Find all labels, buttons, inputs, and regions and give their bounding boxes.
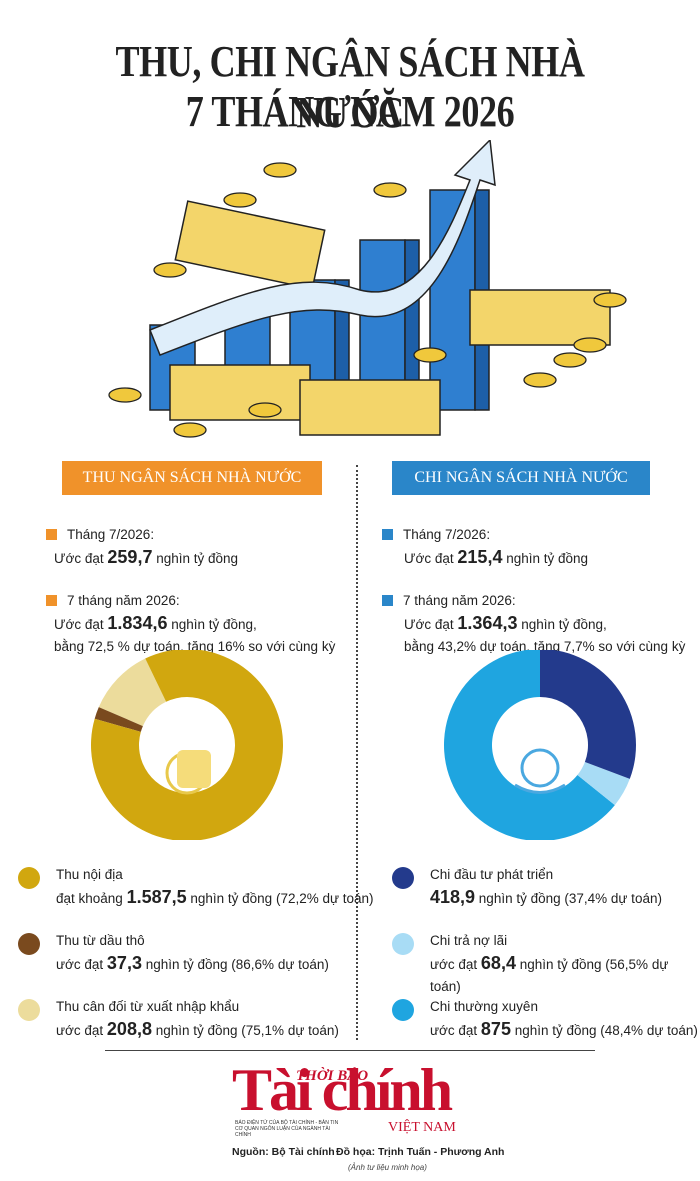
donut-segment [444, 650, 615, 840]
title-line: THU, CHI NGÂN SÁCH NHÀ NƯỚC [115, 37, 585, 137]
breakdown-name: Chi đầu tư phát triển [430, 867, 554, 882]
breakdown-item: Thu nội địa đạt khoảng 1.587,5 nghìn tỷ đ… [18, 864, 374, 910]
breakdown-line: ước đạt 875 nghìn tỷ đồng (48,4% dự toán… [430, 1018, 698, 1042]
text: nghìn tỷ đồng, [167, 617, 257, 632]
section-heading: CHI NGÂN SÁCH NHÀ NƯỚC [392, 461, 650, 495]
breakdown-name: Chi thường xuyên [430, 999, 538, 1014]
donut-charts [91, 650, 636, 840]
breakdown-value: 208,8 [106, 1019, 152, 1039]
breakdown-line: ước đạt 68,4 nghìn tỷ đồng (56,5% dự toá… [430, 952, 700, 998]
text: ước đạt [430, 1023, 481, 1038]
breakdown-item: Chi đầu tư phát triển 418,9 nghìn tỷ đồng… [392, 864, 662, 910]
fact-label: 7 tháng năm 2026: [67, 593, 180, 608]
text: nghìn tỷ đồng (86,6% dự toán) [141, 957, 329, 972]
fact-value: 259,7 [107, 547, 153, 567]
legend-dot [392, 933, 414, 955]
bullet [382, 529, 393, 540]
breakdown-item: Thu từ dầu thô ước đạt 37,3 nghìn tỷ đồng… [18, 930, 329, 976]
logo-note: BÁO ĐIỆN TỬ CỦA BỘ TÀI CHÍNH - BẢN TIN C… [235, 1120, 339, 1138]
fact: 7 tháng năm 2026: Ước đạt 1.834,6 nghìn … [46, 590, 335, 658]
donut-segment [540, 650, 636, 779]
breakdown-value: 875 [480, 1019, 511, 1039]
donut-segment [91, 650, 283, 840]
text: nghìn tỷ đồng (37,4% dự toán) [475, 891, 662, 906]
fact-value: 1.364,3 [457, 613, 518, 633]
legend-dot [18, 933, 40, 955]
donut-segment [577, 761, 630, 806]
breakdown-name: Thu cân đối từ xuất nhập khẩu [56, 999, 240, 1014]
legend-dot [18, 867, 40, 889]
photo-note: (Ảnh tư liệu minh họa) [348, 1163, 427, 1172]
text: ước đạt [430, 957, 481, 972]
fact: Tháng 7/2026: Ước đạt 259,7 nghìn tỷ đồn… [46, 524, 238, 570]
fact-label: Tháng 7/2026: [403, 527, 491, 542]
fact-label: Tháng 7/2026: [67, 527, 155, 542]
breakdown-line: 418,9 nghìn tỷ đồng (37,4% dự toán) [430, 886, 662, 910]
breakdown-value: 68,4 [480, 953, 516, 973]
breakdown-value: 1.587,5 [126, 887, 187, 907]
breakdown-value: 37,3 [106, 953, 142, 973]
fact-value: 1.834,6 [107, 613, 168, 633]
text: nghìn tỷ đồng (56,5% dự toán) [430, 957, 669, 994]
bullet [46, 529, 57, 540]
legend-dot [392, 999, 414, 1021]
text: đạt khoảng [56, 891, 127, 906]
text: ước đạt [56, 957, 107, 972]
text: Ước đạt [404, 551, 458, 566]
text: nghìn tỷ đồng (72,2% dự toán) [186, 891, 374, 906]
footer-rule [105, 1050, 595, 1051]
fact-note: bằng 72,5 % dự toán, tăng 16% so với cùn… [54, 639, 336, 654]
donut-segment [94, 707, 143, 732]
section-heading: THU NGÂN SÁCH NHÀ NƯỚC [62, 461, 322, 495]
text: nghìn tỷ đồng (48,4% dự toán) [510, 1023, 698, 1038]
legend-dot [18, 999, 40, 1021]
text: Ước đạt [404, 617, 458, 632]
text: nghìn tỷ đồng [152, 551, 239, 566]
text: Ước đạt [54, 551, 108, 566]
text: ước đạt [56, 1023, 107, 1038]
fact-note: bằng 43,2% dự toán, tăng 7,7% so với cùn… [404, 639, 686, 654]
fact-value: 215,4 [457, 547, 503, 567]
logo: Tài chính [232, 1057, 453, 1123]
breakdown-name: Chi trả nợ lãi [430, 933, 508, 948]
breakdown-item: Chi thường xuyên ước đạt 875 nghìn tỷ đồn… [392, 996, 698, 1042]
text: nghìn tỷ đồng (75,1% dự toán) [151, 1023, 339, 1038]
credit: Đồ họa: Trịnh Tuấn - Phương Anh [336, 1146, 505, 1158]
breakdown-name: Thu nội địa [56, 867, 123, 882]
donut-segment [98, 658, 167, 727]
breakdown-item: Thu cân đối từ xuất nhập khẩu ước đạt 208… [18, 996, 339, 1042]
breakdown-line: ước đạt 208,8 nghìn tỷ đồng (75,1% dự to… [56, 1018, 339, 1042]
logo-sub: VIỆT NAM [388, 1120, 456, 1135]
bullet [46, 595, 57, 606]
source: Nguồn: Bộ Tài chính [232, 1146, 335, 1158]
breakdown-value: 418,9 [430, 887, 476, 907]
breakdown-name: Thu từ dầu thô [56, 933, 145, 948]
text: nghìn tỷ đồng [502, 551, 589, 566]
bullet [382, 595, 393, 606]
title-line: 7 THÁNG NĂM 2026 [185, 87, 515, 136]
fact: Tháng 7/2026: Ước đạt 215,4 nghìn tỷ đồn… [382, 524, 588, 570]
logo-top: THỜI BÁO [296, 1068, 369, 1084]
fact: 7 tháng năm 2026: Ước đạt 1.364,3 nghìn … [382, 590, 685, 658]
legend-dot [392, 867, 414, 889]
text: nghìn tỷ đồng, [517, 617, 607, 632]
breakdown-line: ước đạt 37,3 nghìn tỷ đồng (86,6% dự toá… [56, 952, 329, 976]
breakdown-line: đạt khoảng 1.587,5 nghìn tỷ đồng (72,2% … [56, 886, 374, 910]
divider [356, 465, 358, 1040]
breakdown-item: Chi trả nợ lãi ước đạt 68,4 nghìn tỷ đồng… [392, 930, 700, 998]
fact-label: 7 tháng năm 2026: [403, 593, 516, 608]
illustration [108, 140, 627, 438]
text: Ước đạt [54, 617, 108, 632]
